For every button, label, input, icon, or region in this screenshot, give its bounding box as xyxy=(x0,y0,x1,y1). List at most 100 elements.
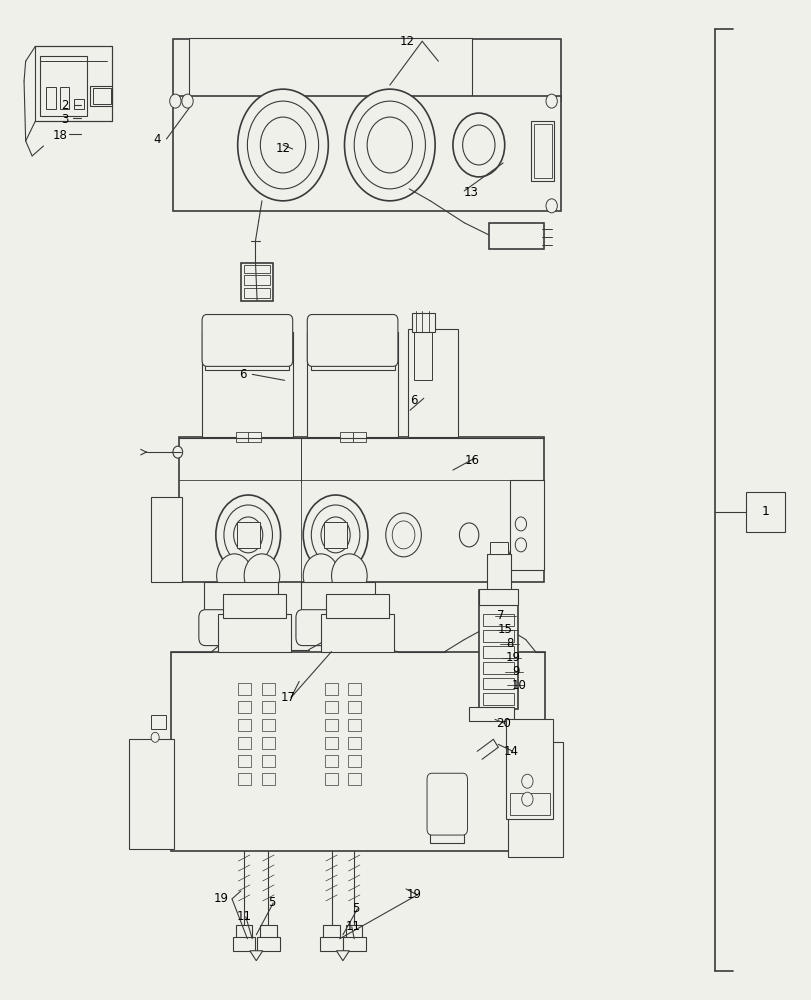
Text: 19: 19 xyxy=(504,651,520,664)
FancyBboxPatch shape xyxy=(295,610,380,646)
Text: 9: 9 xyxy=(512,665,519,678)
Bar xyxy=(244,275,270,285)
Circle shape xyxy=(496,547,509,563)
Bar xyxy=(238,719,251,731)
Bar xyxy=(320,614,393,652)
Text: 11: 11 xyxy=(236,910,251,923)
Circle shape xyxy=(545,199,556,213)
Bar xyxy=(151,497,182,582)
Bar xyxy=(171,652,544,851)
Bar xyxy=(533,124,551,178)
Circle shape xyxy=(303,554,338,598)
Bar xyxy=(347,773,360,785)
Bar xyxy=(202,332,292,437)
Text: 14: 14 xyxy=(503,745,518,758)
Bar xyxy=(414,330,431,380)
Bar xyxy=(347,755,360,767)
Text: 5: 5 xyxy=(268,896,275,909)
Text: 11: 11 xyxy=(345,920,360,933)
Bar xyxy=(347,701,360,713)
Circle shape xyxy=(260,117,305,173)
Bar xyxy=(46,87,55,109)
Bar xyxy=(300,582,375,620)
Bar xyxy=(506,719,552,819)
Circle shape xyxy=(247,101,318,189)
Bar xyxy=(530,121,553,181)
Circle shape xyxy=(151,732,159,742)
Bar xyxy=(353,432,366,442)
Bar xyxy=(339,432,352,442)
Circle shape xyxy=(515,538,526,552)
Bar xyxy=(223,594,286,618)
Bar xyxy=(509,480,543,570)
Circle shape xyxy=(216,495,281,575)
Bar xyxy=(483,662,513,674)
Bar xyxy=(257,937,280,951)
Bar xyxy=(36,46,112,121)
Bar xyxy=(248,432,261,442)
Text: 19: 19 xyxy=(214,892,229,905)
Text: 13: 13 xyxy=(463,186,478,199)
Text: 12: 12 xyxy=(400,35,414,48)
Bar xyxy=(238,701,251,713)
Bar xyxy=(483,678,513,689)
Bar xyxy=(41,56,87,116)
Bar xyxy=(324,737,337,749)
Bar xyxy=(483,614,513,626)
Circle shape xyxy=(354,101,425,189)
Circle shape xyxy=(238,89,328,201)
Bar xyxy=(90,86,112,106)
Bar xyxy=(430,778,464,843)
Bar xyxy=(487,554,511,592)
Text: 7: 7 xyxy=(496,609,504,622)
Circle shape xyxy=(521,774,532,788)
Bar xyxy=(324,522,346,548)
Circle shape xyxy=(331,554,367,598)
Bar xyxy=(347,719,360,731)
Text: 16: 16 xyxy=(464,454,479,467)
Text: 2: 2 xyxy=(61,99,68,112)
Bar xyxy=(241,263,273,301)
Text: 19: 19 xyxy=(406,888,421,901)
Bar xyxy=(324,755,337,767)
Bar xyxy=(244,265,270,273)
Bar xyxy=(478,590,517,709)
Circle shape xyxy=(234,517,263,553)
Bar xyxy=(324,683,337,695)
Bar xyxy=(238,683,251,695)
Bar xyxy=(236,925,252,939)
Bar xyxy=(262,737,275,749)
Bar xyxy=(238,737,251,749)
Bar xyxy=(244,288,270,298)
Bar xyxy=(262,683,275,695)
Circle shape xyxy=(462,125,495,165)
Bar xyxy=(347,683,360,695)
Circle shape xyxy=(244,554,280,598)
FancyBboxPatch shape xyxy=(199,610,283,646)
Polygon shape xyxy=(250,951,263,961)
Bar xyxy=(205,322,289,370)
Text: 15: 15 xyxy=(496,623,512,636)
Bar xyxy=(262,755,275,767)
Text: 10: 10 xyxy=(511,679,526,692)
Bar xyxy=(92,88,110,104)
Bar xyxy=(483,630,513,642)
Circle shape xyxy=(392,521,414,549)
Bar xyxy=(189,38,472,116)
Bar xyxy=(342,937,365,951)
Bar xyxy=(262,719,275,731)
FancyBboxPatch shape xyxy=(427,773,467,835)
Text: 4: 4 xyxy=(152,133,161,146)
Text: 5: 5 xyxy=(352,902,359,915)
Text: 3: 3 xyxy=(61,113,68,126)
Bar xyxy=(153,781,173,841)
Bar xyxy=(236,432,249,442)
Text: 12: 12 xyxy=(275,142,290,155)
Bar xyxy=(469,707,513,721)
Circle shape xyxy=(515,517,526,531)
Bar xyxy=(478,589,517,605)
Bar xyxy=(204,582,278,620)
Bar xyxy=(173,96,560,211)
Circle shape xyxy=(521,792,532,806)
Bar xyxy=(237,522,260,548)
